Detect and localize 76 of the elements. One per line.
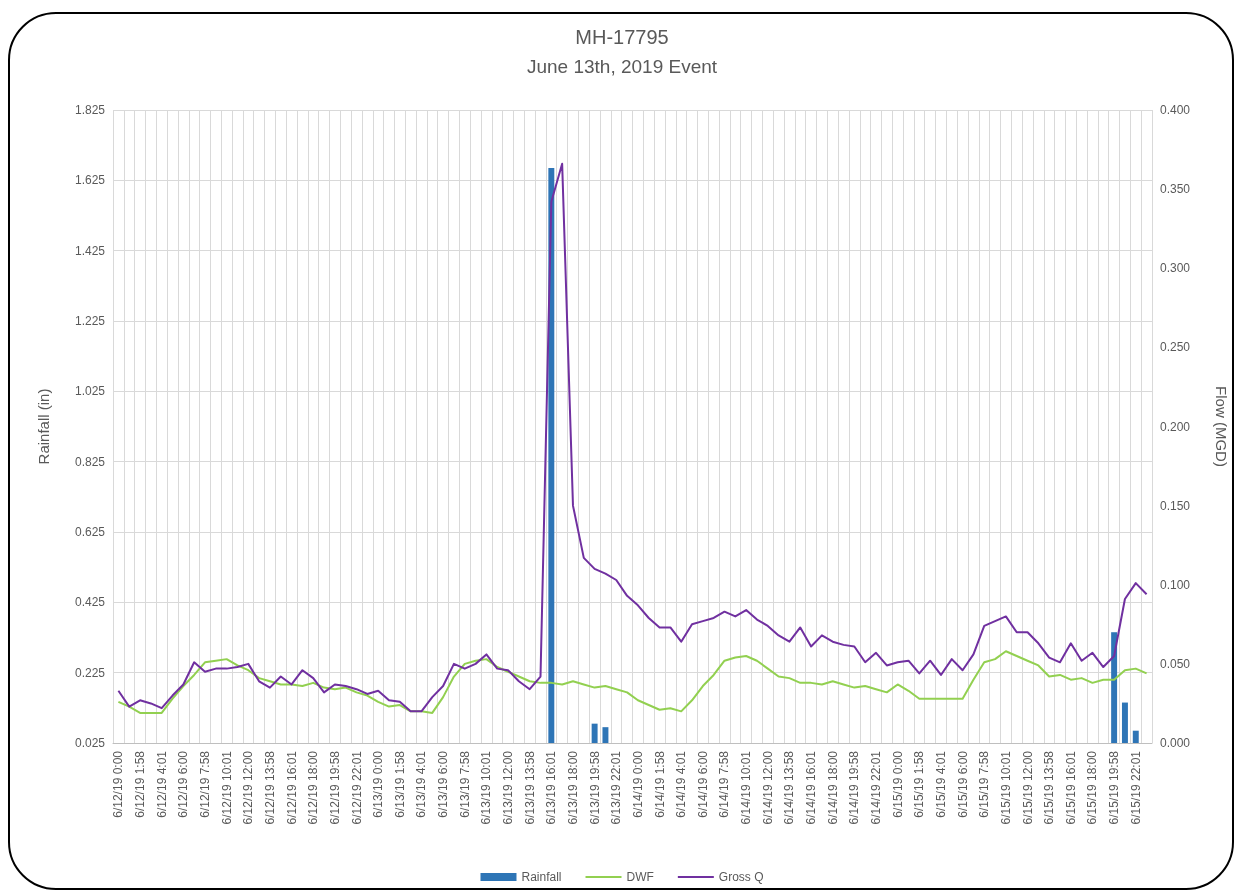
x-tick-label: 6/12/19 4:01 [154, 750, 169, 818]
y2-tick-label: 0.300 [1160, 261, 1191, 276]
x-tick-label: 6/13/19 13:58 [522, 750, 537, 825]
x-tick-label: 6/12/19 13:58 [262, 750, 277, 825]
x-tick-label: 6/12/19 6:00 [176, 750, 191, 818]
x-tick-label: 6/15/19 0:00 [890, 750, 905, 818]
x-tick-label: 6/14/19 4:01 [674, 750, 689, 818]
x-tick-label: 6/12/19 19:58 [327, 750, 342, 825]
y-tick-label: 0.225 [74, 665, 106, 680]
x-tick-label: 6/15/19 6:00 [955, 750, 970, 818]
y-tick-label: 0.425 [74, 595, 106, 610]
x-tick-label: 6/15/19 16:01 [1063, 750, 1078, 825]
x-tick-label: 6/14/19 1:58 [652, 750, 667, 818]
x-tick-label: 6/13/19 0:00 [371, 750, 386, 818]
chart-subtitle: June 13th, 2019 Event [526, 56, 718, 77]
y-tick-label: 0.025 [74, 736, 106, 750]
x-tick-label: 6/15/19 13:58 [1042, 750, 1057, 825]
x-tick-label: 6/14/19 13:58 [782, 750, 797, 825]
x-tick-label: 6/15/19 18:00 [1085, 750, 1100, 825]
line-series [117, 162, 1148, 713]
y-tick-label: 1.625 [74, 173, 106, 188]
legend-label: Gross Q [718, 870, 764, 884]
y2-tick-label: 0.400 [1160, 103, 1191, 117]
x-tick-label: 6/12/19 1:58 [133, 750, 148, 818]
x-tick-label: 6/14/19 19:58 [847, 750, 862, 825]
x-tick-label: 6/13/19 7:58 [457, 750, 472, 818]
x-tick-label: 6/15/19 22:01 [1128, 750, 1143, 825]
x-tick-label: 6/15/19 19:58 [1107, 750, 1122, 825]
x-tick-label: 6/15/19 10:01 [998, 750, 1013, 825]
x-tick-label: 6/14/19 7:58 [717, 750, 732, 818]
x-tick-label: 6/14/19 0:00 [630, 750, 645, 818]
x-tick-label: 6/14/19 18:00 [825, 750, 840, 825]
x-tick-label: 6/12/19 16:01 [284, 750, 299, 825]
y-tick-label: 0.825 [74, 454, 106, 469]
x-tick-label: 6/14/19 6:00 [695, 750, 710, 818]
x-tick-label: 6/13/19 6:00 [436, 750, 451, 818]
y-tick-label: 0.625 [74, 525, 106, 539]
x-tick-label: 6/13/19 22:01 [609, 750, 624, 825]
x-tick-label: 6/15/19 7:58 [977, 750, 992, 818]
x-tick-label: 6/13/19 12:00 [501, 750, 516, 825]
x-tick-label: 6/13/19 4:01 [414, 750, 429, 818]
y2-tick-label: 0.200 [1160, 419, 1191, 434]
x-tick-label: 6/15/19 4:01 [933, 750, 948, 818]
y-tick-label: 1.425 [74, 243, 106, 258]
y2-tick-label: 0.100 [1160, 577, 1191, 592]
y2-tick-label: 0.000 [1160, 736, 1191, 750]
legend-label: Rainfall [521, 870, 562, 884]
y-axis-title: Rainfall (in) [35, 388, 52, 465]
y2-tick-label: 0.150 [1160, 498, 1191, 513]
y2-tick-label: 0.050 [1160, 656, 1191, 671]
chart-title: MH-17795 [575, 26, 669, 48]
x-tick-label: 6/12/19 18:00 [306, 750, 321, 825]
y2-tick-label: 0.350 [1160, 182, 1191, 197]
y2-tick-label: 0.250 [1160, 340, 1191, 355]
x-tick-label: 6/13/19 16:01 [544, 750, 559, 825]
x-tick-label: 6/12/19 0:00 [111, 750, 126, 818]
y-tick-label: 1.225 [74, 314, 106, 328]
x-tick-label: 6/13/19 19:58 [587, 750, 602, 825]
y-tick-label: 1.825 [74, 103, 106, 117]
x-tick-label: 6/15/19 1:58 [912, 750, 927, 818]
line-series [117, 650, 1148, 714]
legend-label: DWF [626, 870, 654, 884]
x-tick-label: 6/12/19 7:58 [197, 750, 212, 818]
x-tick-label: 6/14/19 22:01 [869, 750, 884, 825]
x-tick-label: 6/12/19 22:01 [349, 750, 364, 825]
y2-axis-title: Flow (MGD) [1213, 386, 1230, 467]
y-tick-label: 1.025 [74, 384, 106, 399]
x-tick-label: 6/12/19 10:01 [219, 750, 234, 825]
x-tick-label: 6/12/19 12:00 [241, 750, 256, 825]
x-tick-label: 6/13/19 1:58 [392, 750, 407, 818]
x-tick-label: 6/15/19 12:00 [1020, 750, 1035, 825]
x-tick-label: 6/14/19 10:01 [739, 750, 754, 825]
x-tick-label: 6/13/19 18:00 [565, 750, 580, 825]
x-tick-label: 6/13/19 10:01 [479, 750, 494, 825]
x-tick-label: 6/14/19 12:00 [760, 750, 775, 825]
x-tick-label: 6/14/19 16:01 [804, 750, 819, 825]
